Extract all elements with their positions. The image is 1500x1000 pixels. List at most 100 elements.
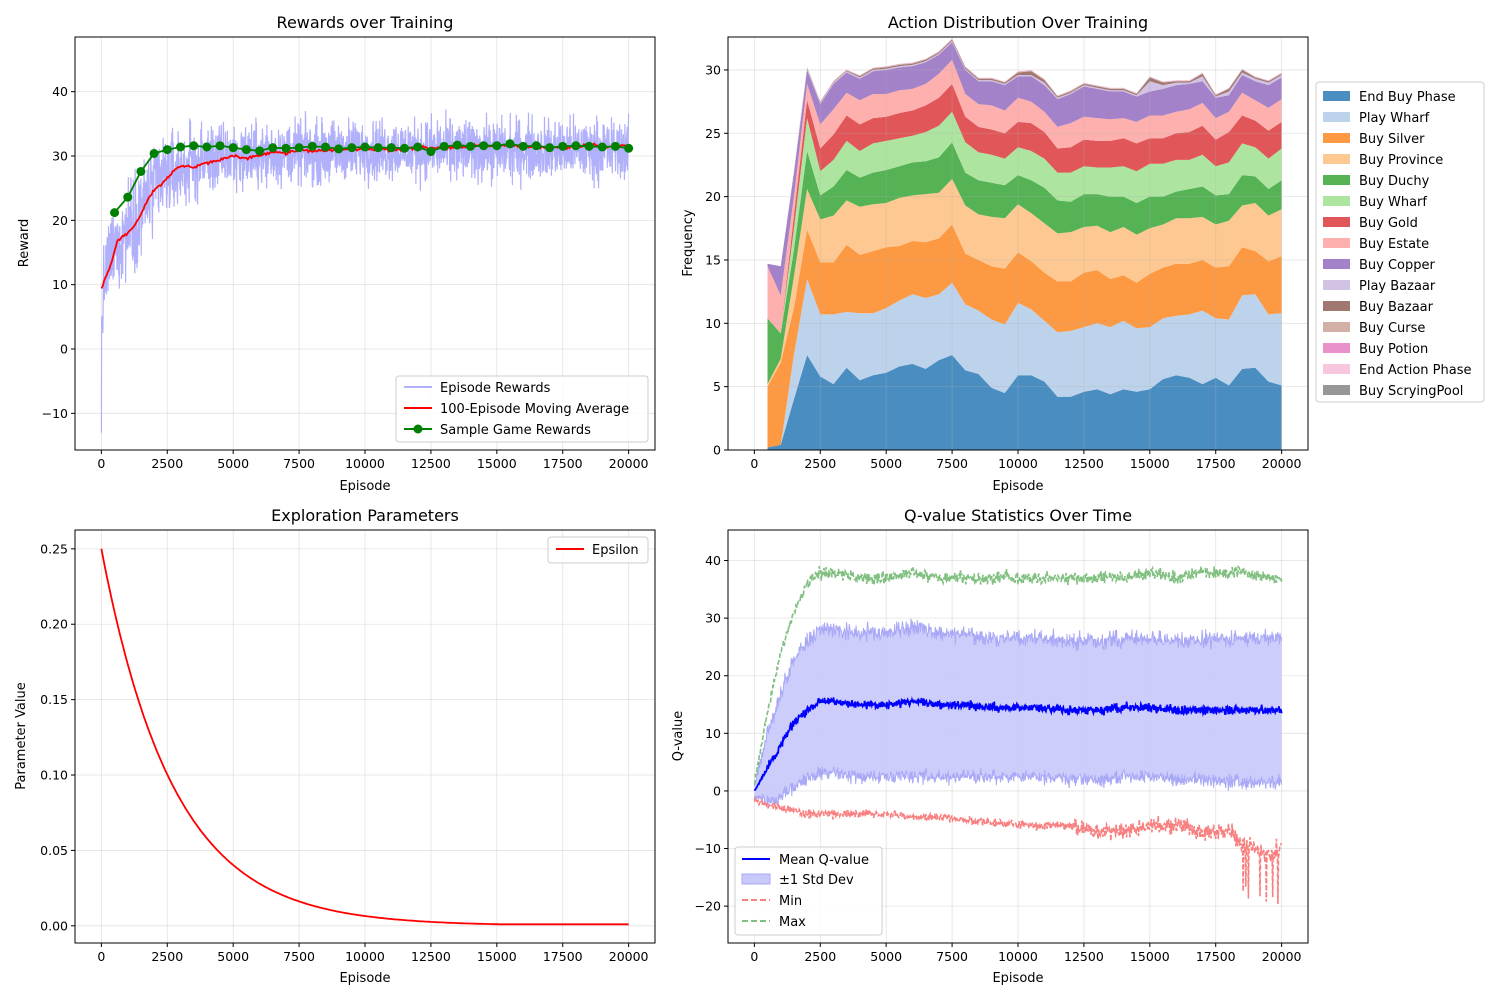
sample-game-point xyxy=(241,145,251,155)
exploration-legend-box xyxy=(547,536,649,564)
area-end-buy-phase xyxy=(767,355,1282,450)
legend-swatch xyxy=(1323,259,1350,269)
epsilon-line xyxy=(100,548,629,926)
x-tick-label: 20000 xyxy=(1262,456,1302,471)
legend-moving-average-label: 100-Episode Moving Average xyxy=(440,402,629,417)
y-tick-label: 0.00 xyxy=(40,918,68,933)
x-tick-label: 0 xyxy=(750,949,758,964)
rewards-legend-box xyxy=(395,375,649,443)
sample-game-point xyxy=(505,139,515,149)
legend-swatch xyxy=(1323,196,1350,206)
sample-game-point xyxy=(136,166,146,176)
legend-mean-label: Mean Q-value xyxy=(779,853,869,868)
exploration-x-label: Episode xyxy=(339,971,390,986)
x-tick-label: 0 xyxy=(97,949,105,964)
sample-game-point xyxy=(545,143,555,153)
legend-swatch xyxy=(1323,364,1350,374)
x-tick-label: 17500 xyxy=(543,456,583,471)
legend-episode-rewards-label: Episode Rewards xyxy=(440,381,551,396)
sample-game-point xyxy=(228,143,238,153)
sample-game-point xyxy=(386,143,396,153)
sample-game-point xyxy=(452,140,462,150)
mean-q-line xyxy=(753,696,1283,792)
sample-game-point xyxy=(426,147,436,157)
y-tick-label: 30 xyxy=(52,149,68,164)
y-tick-label: 0 xyxy=(713,783,721,798)
legend-label: Buy Wharf xyxy=(1359,195,1427,210)
legend-swatch xyxy=(1323,175,1350,185)
qvalues-legend-box xyxy=(734,846,883,936)
y-tick-label: 30 xyxy=(705,611,721,626)
exploration-x-ticks: 0 2500 5000 7500 10000 12500 15000 17500 20000 xyxy=(97,943,649,964)
legend-epsilon-label: Epsilon xyxy=(592,543,639,558)
y-tick-label: 40 xyxy=(705,553,721,568)
x-tick-label: 20000 xyxy=(1262,949,1302,964)
legend-std-label: ±1 Std Dev xyxy=(779,873,854,888)
sample-game-point xyxy=(373,143,383,153)
legend-swatch xyxy=(1323,301,1350,311)
sample-game-point xyxy=(162,145,172,155)
exploration-legend: Epsilon xyxy=(547,536,649,564)
x-tick-label: 5000 xyxy=(217,456,249,471)
y-tick-label: 5 xyxy=(713,379,721,394)
legend-min-label: Min xyxy=(779,894,802,909)
area-buy-province xyxy=(767,178,1282,387)
rewards-title: Rewards over Training xyxy=(277,13,454,32)
legend-swatch xyxy=(1323,91,1350,101)
exploration-plot-area xyxy=(100,548,629,926)
legend-label: End Buy Phase xyxy=(1359,90,1456,105)
x-tick-label: 10000 xyxy=(998,949,1038,964)
sample-game-point xyxy=(479,141,489,151)
legend-label: Play Bazaar xyxy=(1359,279,1436,294)
max-q-line xyxy=(753,565,1283,785)
y-tick-label: 30 xyxy=(705,62,721,77)
sample-game-point xyxy=(215,141,225,151)
area-buy-copper xyxy=(767,42,1282,296)
area-buy-gold xyxy=(767,83,1282,334)
y-tick-label: 0.25 xyxy=(40,541,68,556)
exploration-grid xyxy=(75,530,655,943)
y-tick-label: 20 xyxy=(705,189,721,204)
legend-sample-game-label: Sample Game Rewards xyxy=(440,423,591,438)
x-tick-label: 7500 xyxy=(283,456,315,471)
legend-swatch xyxy=(1323,385,1350,395)
qvalues-y-ticks: −20 −10 0 10 20 30 40 xyxy=(695,553,728,914)
legend-label: Buy ScryingPool xyxy=(1359,384,1463,399)
exploration-y-label: Parameter Value xyxy=(14,682,29,789)
y-tick-label: 20 xyxy=(705,668,721,683)
episode-rewards-line xyxy=(100,109,630,433)
legend-label: Buy Potion xyxy=(1359,342,1428,357)
actions-legend-box xyxy=(1315,81,1485,403)
sample-game-point xyxy=(413,142,423,152)
y-tick-label: 20 xyxy=(52,213,68,228)
actions-plot-area xyxy=(767,38,1282,450)
sample-game-point xyxy=(110,208,120,218)
x-tick-label: 5000 xyxy=(870,456,902,471)
rewards-x-label: Episode xyxy=(339,479,390,494)
legend-swatch xyxy=(1323,154,1350,164)
actions-x-label: Episode xyxy=(992,479,1043,494)
x-tick-label: 10000 xyxy=(998,456,1038,471)
legend-label: Buy Bazaar xyxy=(1359,300,1434,315)
y-tick-label: 10 xyxy=(705,316,721,331)
x-tick-label: 15000 xyxy=(477,949,517,964)
rewards-y-label: Reward xyxy=(17,219,32,267)
y-tick-label: 10 xyxy=(705,726,721,741)
x-tick-label: 5000 xyxy=(217,949,249,964)
actions-y-ticks: 0 5 10 15 20 25 30 xyxy=(705,62,728,458)
sample-game-point xyxy=(400,143,410,153)
legend-label: Buy Gold xyxy=(1359,216,1418,231)
rewards-plot-area xyxy=(100,109,634,433)
sample-game-point xyxy=(307,141,317,151)
qvalues-x-ticks: 0 2500 5000 7500 10000 12500 15000 17500 20000 xyxy=(750,943,1302,964)
x-tick-label: 2500 xyxy=(151,949,183,964)
qvalues-x-label: Episode xyxy=(992,971,1043,986)
legend-label: End Action Phase xyxy=(1359,363,1472,378)
legend-label: Play Wharf xyxy=(1359,111,1430,126)
actions-y-label: Frequency xyxy=(681,209,696,276)
y-tick-label: 0.10 xyxy=(40,768,68,783)
legend-label: Buy Province xyxy=(1359,153,1443,168)
std-dev-upper-edge xyxy=(753,618,1283,787)
area-play-wharf xyxy=(767,279,1282,448)
x-tick-label: 15000 xyxy=(1130,456,1170,471)
